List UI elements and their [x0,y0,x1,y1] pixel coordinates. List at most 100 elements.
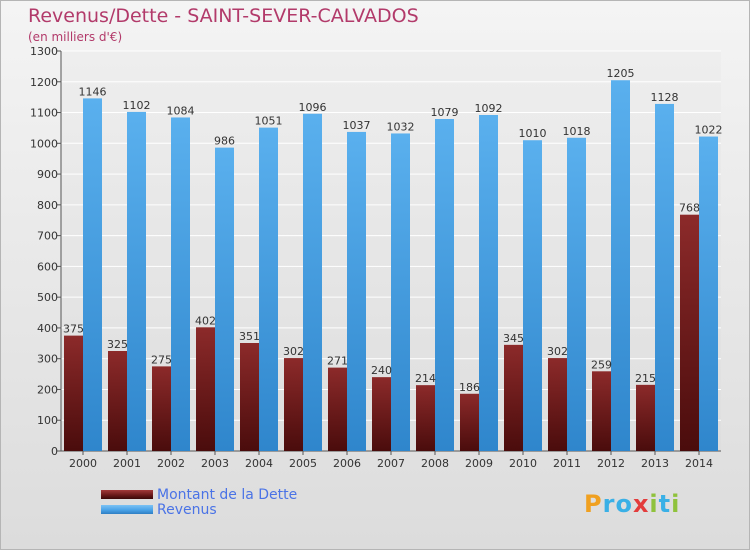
bar-dette [152,366,171,451]
x-tick-label: 2012 [597,457,625,470]
bar-dette [64,335,83,451]
logo-letter: i [671,490,681,518]
x-tick-label: 2004 [245,457,273,470]
logo-letter: o [615,490,633,518]
data-label-dette: 345 [503,332,524,345]
data-label-revenus: 986 [214,135,235,148]
data-label-revenus: 1051 [255,115,283,128]
x-tick-label: 2003 [201,457,229,470]
y-tick-label: 0 [51,445,58,458]
bar-dette [196,327,215,451]
data-label-dette: 351 [239,330,260,343]
bar-dette [240,343,259,451]
data-label-revenus: 1037 [343,119,371,132]
bar-dette [680,214,699,451]
data-label-dette: 302 [547,345,568,358]
bar-dette [548,358,567,451]
data-label-revenus: 1146 [79,85,107,98]
data-label-dette: 375 [63,323,84,336]
bar-revenus [171,117,190,451]
data-label-dette: 186 [459,381,480,394]
x-tick-label: 2014 [685,457,713,470]
y-tick-label: 200 [37,383,58,396]
bar-dette [592,371,611,451]
x-tick-label: 2001 [113,457,141,470]
legend-label-dette: Montant de la Dette [157,486,298,503]
bar-revenus [655,103,674,451]
bar-dette [636,384,655,451]
logo-letter: t [658,490,672,518]
legend-label-revenus: Revenus [157,501,217,518]
bar-revenus [391,133,410,451]
data-label-dette: 214 [415,372,436,385]
data-label-revenus: 1010 [519,127,547,140]
bar-revenus [611,80,630,451]
bar-dette [108,351,127,451]
data-label-dette: 259 [591,358,612,371]
bar-revenus [127,111,146,451]
bar-revenus [699,136,718,452]
legend-item-dette: Montant de la Dette [101,486,298,503]
bar-revenus [215,147,234,451]
data-label-dette: 402 [195,314,216,327]
data-label-revenus: 1018 [563,125,591,138]
data-label-revenus: 1128 [651,91,679,104]
data-label-revenus: 1092 [475,102,503,115]
data-label-dette: 240 [371,364,392,377]
x-tick-label: 2008 [421,457,449,470]
legend-swatch-revenus [101,505,153,514]
x-tick-label: 2010 [509,457,537,470]
bar-revenus [347,131,366,451]
logo-letter: i [649,490,659,518]
y-tick-label: 800 [37,199,58,212]
y-tick-label: 700 [37,230,58,243]
logo-letter: x [632,490,650,518]
y-tick-label: 300 [37,353,58,366]
data-label-revenus: 1079 [431,106,459,119]
bar-revenus [259,127,278,451]
x-tick-label: 2009 [465,457,493,470]
data-label-revenus: 1096 [299,101,327,114]
data-label-dette: 325 [107,338,128,351]
legend-item-revenus: Revenus [101,501,297,518]
x-tick-label: 2002 [157,457,185,470]
data-label-dette: 302 [283,345,304,358]
logo-letter: r [602,490,616,518]
bar-dette [416,385,435,451]
bar-revenus [303,113,322,452]
x-tick-label: 2005 [289,457,317,470]
legend: Montant de la Dette Revenus [101,486,298,518]
y-tick-label: 1100 [30,107,58,120]
data-label-revenus: 1084 [167,104,195,117]
bar-dette [504,344,523,451]
bar-revenus [523,140,542,451]
logo-letter: P [584,490,603,518]
data-label-dette: 768 [679,202,700,215]
bar-revenus [479,115,498,451]
data-label-revenus: 1022 [695,124,723,137]
bar-dette [328,367,347,451]
data-label-dette: 275 [151,353,172,366]
chart-subtitle: (en milliers d'€) [28,30,123,44]
y-tick-label: 500 [37,291,58,304]
x-tick-label: 2007 [377,457,405,470]
data-label-dette: 215 [635,372,656,385]
x-tick-label: 2013 [641,457,669,470]
y-tick-label: 900 [37,168,58,181]
y-tick-label: 100 [37,414,58,427]
data-label-revenus: 1032 [387,120,415,133]
y-tick-label: 1300 [30,45,58,58]
bar-dette [460,393,479,451]
y-tick-label: 1000 [30,137,58,150]
x-tick-label: 2000 [69,457,97,470]
legend-swatch-dette [101,490,153,499]
data-label-revenus: 1102 [123,99,151,112]
y-tick-label: 600 [37,260,58,273]
bar-revenus [567,137,586,451]
proxiti-logo: Proxiti [584,490,680,518]
bar-dette [284,358,303,451]
chart-title: Revenus/Dette - SAINT-SEVER-CALVADOS [28,5,419,27]
data-label-revenus: 1205 [607,67,635,80]
